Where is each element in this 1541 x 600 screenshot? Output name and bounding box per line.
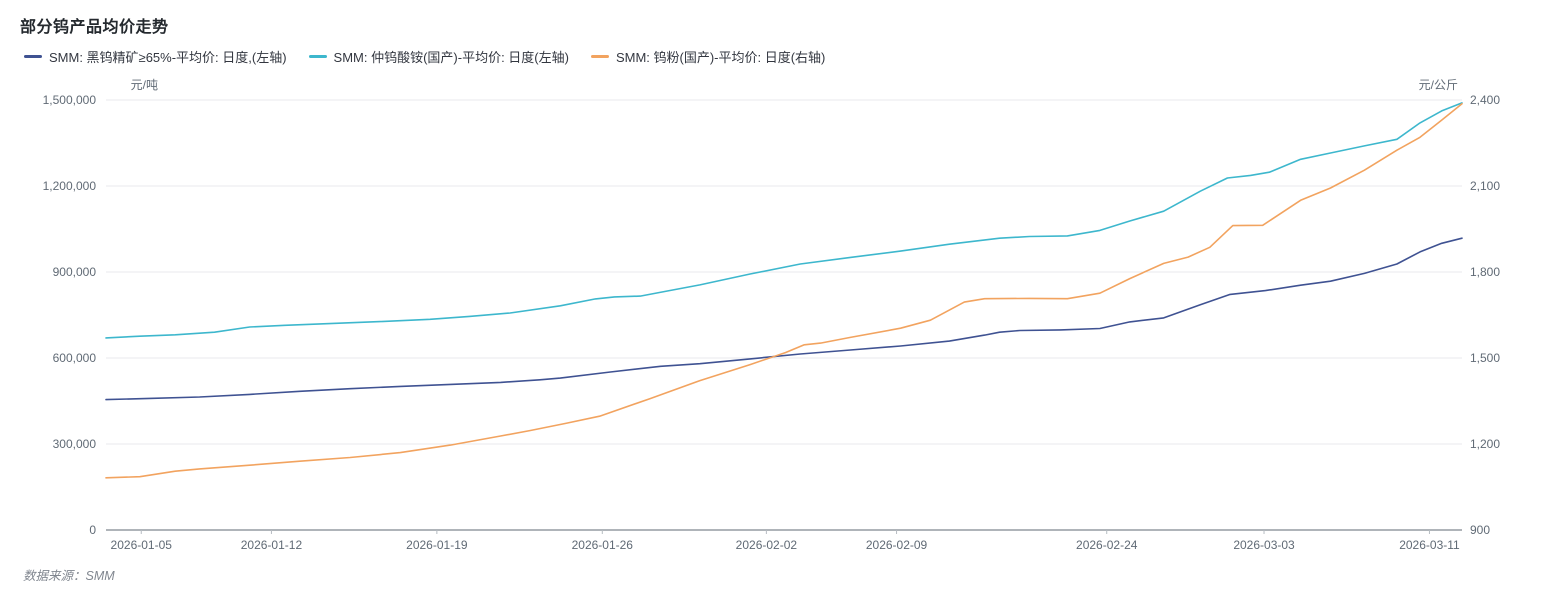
legend-item-label: SMM: 黑钨精矿≥65%-平均价: 日度,(左轴) [49,50,287,65]
left-axis-tick-label: 1,200,000 [43,179,97,193]
legend: SMM: 黑钨精矿≥65%-平均价: 日度,(左轴) SMM: 仲钨酸铵(国产)… [24,47,825,66]
legend-line-marker [590,55,609,58]
legend-item-label: SMM: 钨粉(国产)-平均价: 日度(右轴) [615,50,826,65]
legend-line-marker [308,55,327,58]
series-line-1 [105,102,1463,339]
x-axis-tick-label: 2026-03-03 [1233,538,1295,552]
legend-line-marker [24,55,42,58]
x-axis-tick-label: 2026-02-02 [736,538,798,552]
x-axis-tick-label: 2026-03-11 [1399,538,1460,552]
series-line-0 [105,237,1463,401]
legend-item-tungsten-powder[interactable]: SMM: 钨粉(国产)-平均价: 日度(右轴) [590,47,826,66]
right-axis-tick-label: 1,800 [1470,265,1500,279]
legend-item-ammonium-paratungstate[interactable]: SMM: 仲钨酸铵(国产)-平均价: 日度(左轴) [308,47,569,66]
x-axis-tick-label: 2026-02-09 [866,538,928,552]
right-axis-unit-label: 元/公斤 [1419,78,1458,92]
x-axis-tick-label: 2026-01-26 [572,538,634,552]
right-axis-tick-label: 2,400 [1470,93,1500,107]
left-axis-tick-label: 900,000 [53,265,97,279]
left-axis-tick-label: 300,000 [53,437,97,451]
data-source-note: 数据来源：SMM [23,569,115,583]
right-axis-tick-label: 2,100 [1470,179,1500,193]
right-axis-tick-label: 1,200 [1470,437,1500,451]
x-axis-tick-label: 2026-02-24 [1076,538,1138,552]
x-axis-tick-label: 2026-01-19 [406,538,468,552]
left-axis-tick-label: 600,000 [53,351,97,365]
left-axis-tick-label: 1,500,000 [43,93,97,107]
series-line-2 [105,102,1463,479]
left-axis-unit-label: 元/吨 [131,78,158,92]
right-axis-tick-label: 1,500 [1470,351,1500,365]
left-axis-tick-label: 0 [89,523,96,537]
legend-item-black-tungsten-concentrate[interactable]: SMM: 黑钨精矿≥65%-平均价: 日度,(左轴) [24,47,287,66]
legend-item-label: SMM: 仲钨酸铵(国产)-平均价: 日度(左轴) [333,50,569,65]
right-axis-tick-label: 900 [1470,523,1490,537]
chart-title: 部分钨产品均价走势 [20,19,169,36]
x-axis-tick-label: 2026-01-05 [111,538,173,552]
x-axis-tick-label: 2026-01-12 [241,538,303,552]
